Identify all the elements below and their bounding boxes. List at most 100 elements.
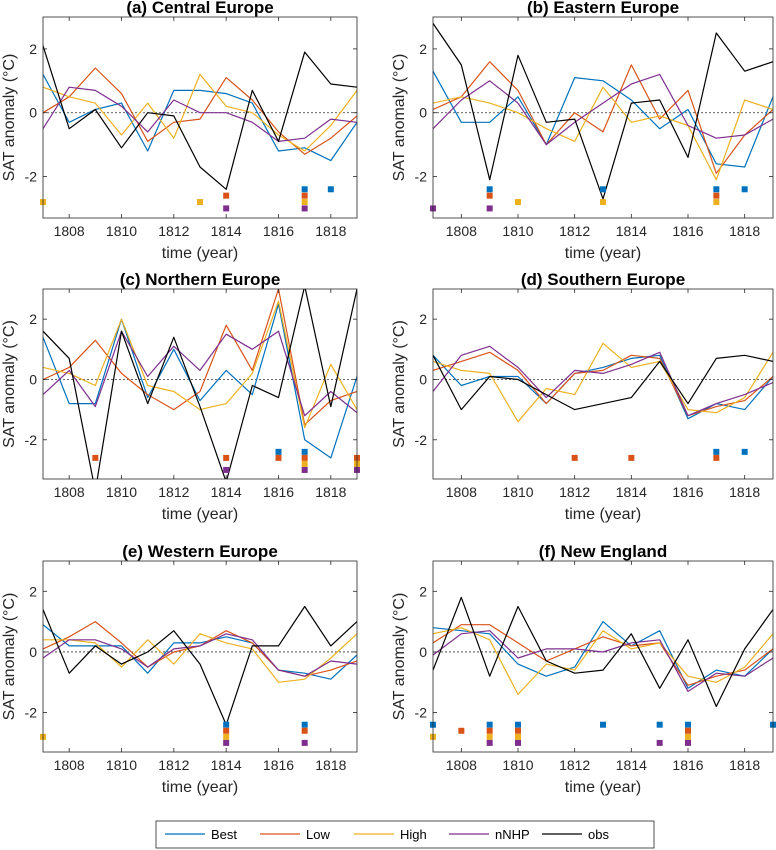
marker-low-1808 xyxy=(458,727,465,734)
marker-best-1817 xyxy=(713,186,720,193)
marker-best-1809 xyxy=(486,721,493,728)
marker-nnhp-1814 xyxy=(223,466,230,473)
y-tick-label: 0 xyxy=(419,644,427,660)
x-tick-label: 1812 xyxy=(559,484,590,500)
x-tick-label: 1818 xyxy=(315,223,346,239)
plot-background xyxy=(433,289,773,479)
legend-item-obs: obs xyxy=(542,827,609,842)
y-axis-label: SAT anomaly (°C) xyxy=(391,593,408,721)
x-tick-label: 1808 xyxy=(54,223,85,239)
series-lines xyxy=(43,45,357,190)
x-tick-label: 1816 xyxy=(672,757,703,773)
marker-low-1814 xyxy=(223,727,230,734)
y-tick-label: 2 xyxy=(29,311,37,327)
legend-label-obs: obs xyxy=(588,827,609,842)
marker-high-1817 xyxy=(301,460,308,467)
x-tick-label: 1818 xyxy=(729,757,760,773)
y-tick-label: 2 xyxy=(419,583,427,599)
marker-best-1815 xyxy=(656,721,663,728)
y-axis-label: SAT anomaly (°C) xyxy=(1,320,18,448)
y-tick-label: 2 xyxy=(419,41,427,57)
marker-best-1818 xyxy=(741,186,748,193)
marker-nnhp-1817 xyxy=(301,205,308,212)
axes-frame xyxy=(432,560,774,753)
y-axis-label: SAT anomaly (°C) xyxy=(1,54,18,182)
marker-low-1809 xyxy=(486,192,493,199)
marker-nnhp-1814 xyxy=(223,739,230,746)
x-tick-label: 1818 xyxy=(315,757,346,773)
series-line-obs xyxy=(433,354,773,411)
marker-high-1813 xyxy=(197,199,203,206)
series-lines xyxy=(43,605,357,726)
x-tick-label: 1816 xyxy=(263,223,294,239)
axes-frame xyxy=(432,16,774,219)
legend-label-high: High xyxy=(400,827,427,842)
marker-high-1810 xyxy=(515,733,521,740)
x-tick-label: 1814 xyxy=(211,223,242,239)
x-axis-label: time (year) xyxy=(162,245,238,262)
marker-low-1817 xyxy=(713,454,720,461)
marker-low-1809 xyxy=(92,454,99,461)
panel-title: (f) New England xyxy=(539,542,667,561)
x-tick-label: 1808 xyxy=(446,223,477,239)
series-line-low xyxy=(433,61,773,174)
legend-item-low: Low xyxy=(260,827,330,842)
panel-title: (c) Northern Europe xyxy=(120,270,281,289)
series-line-high xyxy=(433,627,773,696)
y-tick-label: -2 xyxy=(415,169,428,185)
x-tick-label: 1814 xyxy=(211,757,242,773)
y-axis-label: SAT anomaly (°C) xyxy=(1,593,18,721)
series-line-high xyxy=(433,86,773,181)
plot-background xyxy=(433,561,773,752)
legend-item-nnhp: nNHP xyxy=(449,827,530,842)
marker-low-1817 xyxy=(301,727,308,734)
x-tick-label: 1808 xyxy=(446,484,477,500)
marker-nnhp-1816 xyxy=(685,739,691,746)
y-tick-label: 0 xyxy=(419,105,427,121)
marker-low-1814 xyxy=(628,454,635,461)
y-tick-label: -2 xyxy=(25,705,38,721)
series-line-obs xyxy=(433,23,773,200)
marker-best-1816 xyxy=(685,721,691,728)
y-tick-label: 2 xyxy=(419,311,427,327)
y-tick-label: -2 xyxy=(25,169,38,185)
axes-frame xyxy=(42,16,358,219)
panel-2: 1808 1810 1812 1814 1816 1818 -2 0 2 (b) Eastern … xyxy=(391,0,774,262)
x-tick-label: 1810 xyxy=(502,484,533,500)
marker-nnhp-1814 xyxy=(223,205,230,212)
panel-title: (a) Central Europe xyxy=(126,0,273,17)
x-tick-label: 1816 xyxy=(263,484,294,500)
series-line-low xyxy=(433,351,773,417)
marker-high-1810 xyxy=(515,199,521,206)
series-line-high xyxy=(43,633,357,683)
marker-low-1816 xyxy=(275,454,282,461)
x-tick-label: 1812 xyxy=(158,223,189,239)
series-line-best xyxy=(433,620,773,689)
series-line-best xyxy=(433,70,773,168)
series-line-obs xyxy=(433,596,773,708)
series-line-obs xyxy=(43,605,357,726)
series-line-low xyxy=(433,624,773,686)
x-tick-label: 1810 xyxy=(502,757,533,773)
legend-label-nnhp: nNHP xyxy=(495,827,530,842)
series-line-high xyxy=(43,73,357,152)
marker-low-1817 xyxy=(301,454,308,461)
y-tick-label: 0 xyxy=(29,644,37,660)
marker-high-1816 xyxy=(685,733,691,740)
x-tick-label: 1814 xyxy=(616,223,647,239)
panel-4: 1808 1810 1812 1814 1816 1818 -2 0 2 (d) Southern… xyxy=(391,270,774,523)
x-tick-label: 1808 xyxy=(446,757,477,773)
axes-frame xyxy=(42,288,358,480)
marker-low-1817 xyxy=(301,192,308,199)
plot-background xyxy=(43,561,357,752)
marker-low-1810 xyxy=(515,727,521,734)
marker-best-1817 xyxy=(301,448,308,455)
axes-frame xyxy=(42,560,358,753)
marker-best-1813 xyxy=(600,186,606,193)
panel-title: (e) Western Europe xyxy=(122,542,278,561)
axes-frame xyxy=(432,288,774,480)
marker-nnhp-1810 xyxy=(515,739,521,746)
series-line-low xyxy=(43,67,357,155)
series-lines xyxy=(433,342,773,423)
